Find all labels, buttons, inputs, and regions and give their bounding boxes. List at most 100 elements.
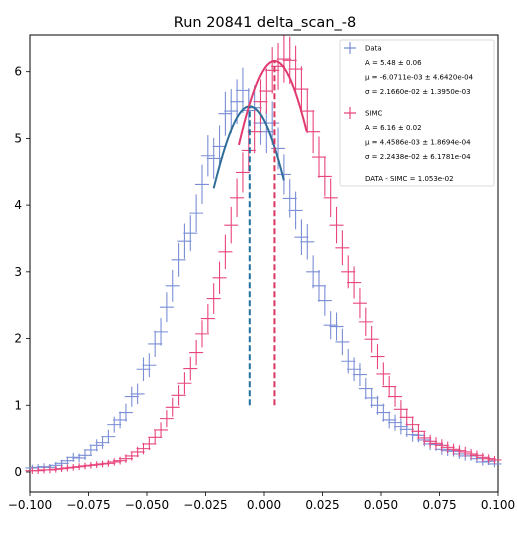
data-point-data	[276, 154, 291, 195]
data-point-simc	[364, 325, 379, 353]
series-layer	[25, 35, 502, 474]
data-point-simc	[148, 430, 163, 445]
data-point-simc	[300, 88, 315, 134]
data-point-simc	[230, 178, 245, 218]
data-point-simc	[294, 66, 309, 112]
data-point-simc	[329, 206, 344, 244]
data-point-simc	[253, 79, 268, 125]
data-point-data	[212, 125, 227, 168]
data-point-simc	[89, 461, 104, 468]
data-point-simc	[434, 439, 449, 452]
legend-line: σ = 2.2438e-02 ± 6.1781e-04	[365, 153, 471, 161]
data-point-simc	[481, 454, 496, 463]
data-point-simc	[42, 466, 57, 474]
data-point-simc	[54, 465, 69, 472]
data-point-simc	[341, 255, 356, 289]
data-point-data	[393, 418, 408, 435]
fit-layer	[212, 60, 308, 406]
data-point-data	[282, 179, 297, 218]
data-point-data	[335, 328, 350, 356]
data-point-data	[382, 411, 397, 429]
data-point-data	[224, 88, 239, 134]
x-tick-label: −0.075	[66, 498, 110, 512]
data-point-simc	[335, 230, 350, 266]
data-point-simc	[259, 68, 274, 114]
data-point-data	[136, 357, 151, 382]
data-point-simc	[411, 423, 426, 439]
data-point-simc	[101, 459, 116, 467]
data-point-data	[364, 387, 379, 408]
data-point-simc	[107, 458, 122, 466]
data-point-data	[77, 450, 92, 461]
data-point-simc	[48, 465, 63, 473]
data-point-simc	[440, 441, 455, 454]
data-point-simc	[370, 344, 385, 370]
y-tick-label: 6	[14, 65, 22, 79]
x-tick-label: 0.075	[422, 498, 456, 512]
data-point-simc	[165, 397, 180, 417]
data-point-simc	[77, 462, 92, 470]
data-point-data	[271, 127, 286, 170]
data-point-simc	[206, 283, 221, 314]
data-point-data	[189, 194, 204, 232]
data-point-data	[306, 255, 321, 289]
legend-line: A = 5.48 ± 0.06	[365, 59, 422, 67]
legend-line: μ = 4.4586e-03 ± 1.8694e-04	[365, 139, 471, 147]
data-point-simc	[306, 110, 321, 154]
data-point-simc	[388, 386, 403, 407]
y-tick-label: 1	[14, 398, 22, 412]
data-point-data	[165, 269, 180, 302]
data-point-simc	[452, 445, 467, 457]
data-point-data	[89, 439, 104, 452]
data-point-data	[370, 395, 385, 415]
data-point-simc	[200, 304, 215, 333]
data-point-data	[154, 318, 169, 346]
data-point-simc	[159, 410, 174, 428]
data-point-data	[206, 137, 221, 180]
data-point-data	[294, 219, 309, 255]
axes: −0.100 −0.075 −0.050 −0.025 0.000 0.025 0.050 0…	[8, 34, 515, 512]
legend-line: σ = 2.1660e-02 ± 1.3950e-03	[365, 88, 471, 96]
data-point-data	[347, 357, 362, 382]
legend-label-0: Data	[365, 45, 382, 53]
data-point-data	[107, 416, 122, 433]
data-point-data	[148, 330, 163, 358]
fit-curve-1	[237, 60, 308, 146]
data-point-data	[113, 411, 128, 429]
legend-line: A = 6.16 ± 0.02	[365, 124, 422, 132]
data-point-simc	[95, 460, 110, 468]
data-point-simc	[417, 431, 432, 445]
x-tick-label: 0.050	[364, 498, 398, 512]
data-point-simc	[399, 408, 414, 426]
data-point-data	[130, 383, 145, 405]
data-point-simc	[358, 307, 373, 337]
data-point-simc	[352, 288, 367, 319]
data-point-data	[358, 377, 373, 400]
data-point-data	[218, 91, 233, 136]
data-point-simc	[72, 463, 87, 470]
data-point-data	[124, 386, 139, 407]
data-point-simc	[171, 385, 186, 406]
data-point-simc	[487, 455, 502, 465]
x-tick-label: −0.100	[8, 498, 52, 512]
data-point-simc	[154, 422, 169, 438]
y-tick-label: 0	[14, 465, 22, 479]
data-point-simc	[423, 434, 438, 448]
series-simc	[25, 35, 502, 474]
data-point-data	[95, 436, 110, 449]
y-tick-label: 3	[14, 265, 22, 279]
data-point-data	[183, 215, 198, 252]
legend-line: μ = -6.0711e-03 ± 4.6420e-04	[365, 74, 474, 82]
data-point-simc	[382, 375, 397, 398]
data-point-simc	[113, 456, 128, 465]
x-tick-label: 0.025	[305, 498, 339, 512]
data-point-simc	[83, 461, 98, 469]
data-point-simc	[66, 463, 81, 471]
data-point-simc	[183, 356, 198, 381]
data-point-simc	[31, 467, 46, 474]
data-point-data	[83, 444, 98, 456]
data-point-data	[177, 223, 192, 259]
data-point-data	[323, 311, 338, 340]
data-point-simc	[428, 437, 443, 450]
